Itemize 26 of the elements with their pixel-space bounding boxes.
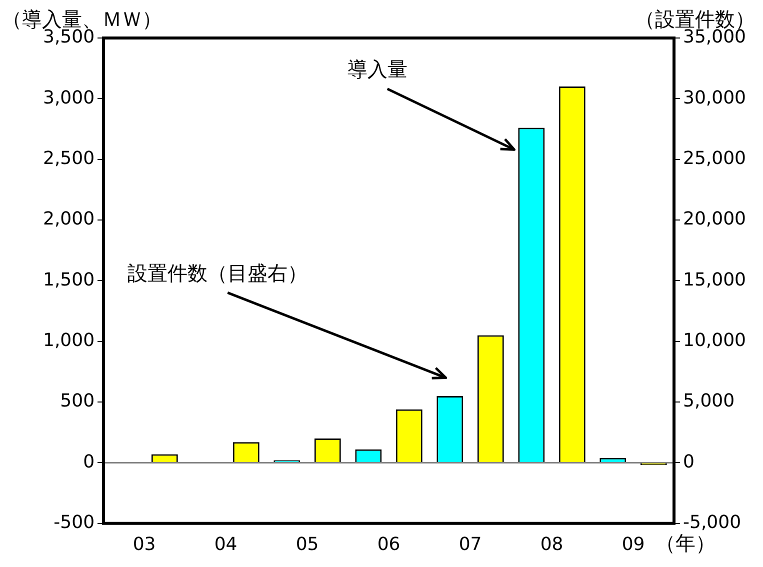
y2-tick-label: -5,000 bbox=[683, 512, 742, 534]
annotation: 導入量 bbox=[347, 57, 408, 82]
y-tick-label: -500 bbox=[54, 512, 95, 534]
x-tick-label: 07 bbox=[458, 534, 482, 555]
y2-tick-label: 20,000 bbox=[683, 208, 746, 230]
x-tick-label: 04 bbox=[214, 534, 238, 555]
x-axis-title: （年） bbox=[655, 531, 716, 556]
y-tick-label: 2,000 bbox=[43, 208, 95, 230]
x-tick-label: 08 bbox=[540, 534, 564, 555]
y-tick-label: 2,500 bbox=[43, 148, 95, 170]
x-tick-label: 05 bbox=[296, 534, 319, 555]
annotation: 設置件数（目盛右） bbox=[128, 260, 308, 285]
x-tick-label: 09 bbox=[622, 534, 645, 555]
y2-tick-label: 15,000 bbox=[683, 269, 746, 290]
y-tick-label: 500 bbox=[60, 390, 95, 412]
y2-tick-label: 5,000 bbox=[683, 390, 735, 412]
x-tick-label: 03 bbox=[132, 534, 156, 555]
y-tick-label: 0 bbox=[83, 451, 95, 472]
y2-tick-label: 0 bbox=[683, 451, 694, 472]
y-tick-label: 1,000 bbox=[43, 330, 95, 352]
y-tick-label: 3,000 bbox=[43, 87, 95, 108]
y-tick-label: 1,500 bbox=[43, 269, 95, 290]
x-tick-label: 06 bbox=[377, 534, 400, 555]
y2-tick-label: 10,000 bbox=[683, 330, 746, 352]
y2-tick-label: 25,000 bbox=[683, 148, 746, 170]
y2-tick-label: 30,000 bbox=[683, 87, 746, 108]
